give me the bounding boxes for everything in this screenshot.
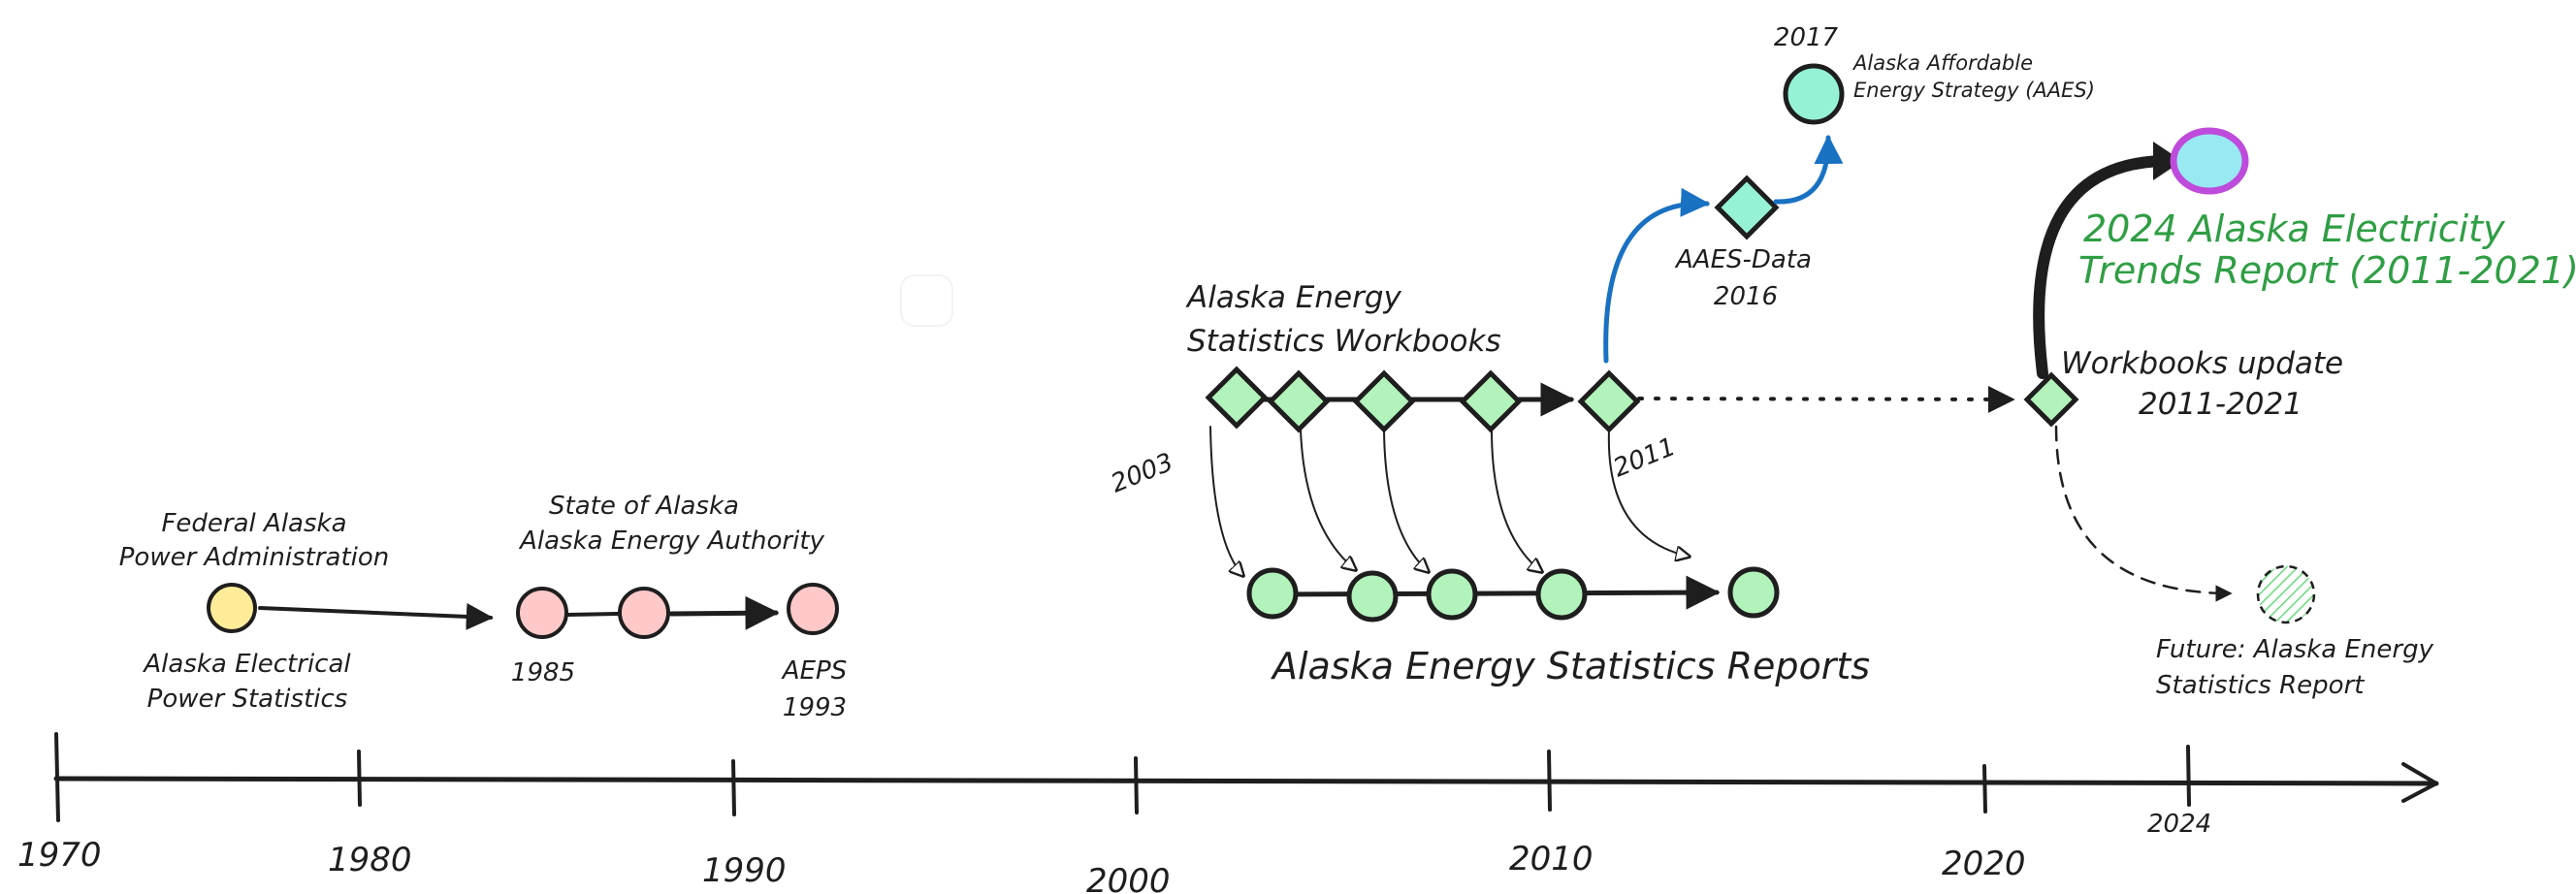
report-node-1 <box>1246 567 1299 620</box>
report-node-2 <box>1346 570 1399 623</box>
workbook-node-4 <box>1459 369 1523 433</box>
tick-1970: 1970 <box>17 836 102 875</box>
tick-1990: 1990 <box>702 851 787 890</box>
year-2016: 2016 <box>1714 282 1778 311</box>
year-1985: 1985 <box>511 658 575 687</box>
report-node-4 <box>1535 568 1588 621</box>
workbook-node-2 <box>1267 369 1331 433</box>
timeline-tick-labels: 1970 1980 1990 2000 2010 2020 2024 <box>17 810 2211 894</box>
federal-era-group: Federal Alaska Power Administration Alas… <box>119 509 494 714</box>
workbook-node-3 <box>1352 369 1416 433</box>
workbooks-label-2: Statistics Workbooks <box>1187 324 1501 359</box>
year-2017: 2017 <box>1774 23 1839 52</box>
trends-group: 2024 Alaska Electricity Trends Report (2… <box>2033 127 2576 379</box>
fapa-label-2: Power Administration <box>119 543 390 572</box>
workbooks-update-years: 2011-2021 <box>2139 387 2302 422</box>
aaes-group: AAES-Data 2016 2017 Alaska Affordable En… <box>1603 23 2095 364</box>
trends-report-label-2: Trends Report (2011-2021) <box>2078 249 2576 292</box>
aaes-data-node <box>1714 175 1780 240</box>
aeps-stats-label: Alaska Electrical <box>142 650 351 679</box>
report-node-3 <box>1426 568 1478 621</box>
future-label: Future: Alaska Energy <box>2156 635 2434 664</box>
tick-2020: 2020 <box>1942 845 2026 883</box>
workbook-node-2003 <box>1205 366 1269 430</box>
year-2003: 2003 <box>1107 448 1177 499</box>
year-1993: 1993 <box>783 693 847 722</box>
placeholder-box <box>900 274 953 327</box>
state-node-mid <box>618 587 670 639</box>
state-node-1985 <box>516 587 568 639</box>
aeps-stats-label-2: Power Statistics <box>147 685 348 714</box>
fapa-node <box>207 583 257 633</box>
future-report-node <box>2256 564 2316 624</box>
trends-report-node <box>2170 127 2249 195</box>
reports-group: Alaska Energy Statistics Reports <box>1246 566 1870 687</box>
tick-1980: 1980 <box>328 841 412 879</box>
aeps-label: AEPS <box>781 656 847 686</box>
tick-2000: 2000 <box>1086 862 1171 894</box>
workbook-report-connectors <box>1209 426 1690 576</box>
aaes-node <box>1783 63 1845 125</box>
aaes-label-2: Energy Strategy (AAES) <box>1853 79 2095 102</box>
fapa-label: Federal Alaska <box>161 509 346 538</box>
future-group: Future: Alaska Energy Statistics Report <box>2054 425 2434 700</box>
trends-report-label: 2024 Alaska Electricity <box>2083 208 2505 250</box>
aaes-data-label: AAES-Data <box>1674 245 1812 274</box>
aeps-node <box>787 583 839 635</box>
year-2011: 2011 <box>1609 432 1680 484</box>
state-label: State of Alaska <box>549 492 739 521</box>
workbooks-update-label: Workbooks update <box>2061 346 2343 381</box>
workbook-node-2011 <box>1577 369 1641 433</box>
workbook-update-node <box>2023 371 2079 428</box>
workbooks-group: Alaska Energy Statistics Workbooks 2003 … <box>1107 280 2343 498</box>
tick-2024: 2024 <box>2147 810 2211 839</box>
state-label-2: Alaska Energy Authority <box>518 527 824 556</box>
timeline-axis <box>53 732 2439 822</box>
aaes-label: Alaska Affordable <box>1852 51 2033 75</box>
tick-2010: 2010 <box>1509 840 1594 878</box>
state-era-group: State of Alaska Alaska Energy Authority … <box>511 492 847 722</box>
workbooks-label: Alaska Energy <box>1185 280 1401 315</box>
future-label-2: Statistics Report <box>2156 671 2365 700</box>
reports-label: Alaska Energy Statistics Reports <box>1270 645 1870 687</box>
report-node-5 <box>1727 566 1780 619</box>
